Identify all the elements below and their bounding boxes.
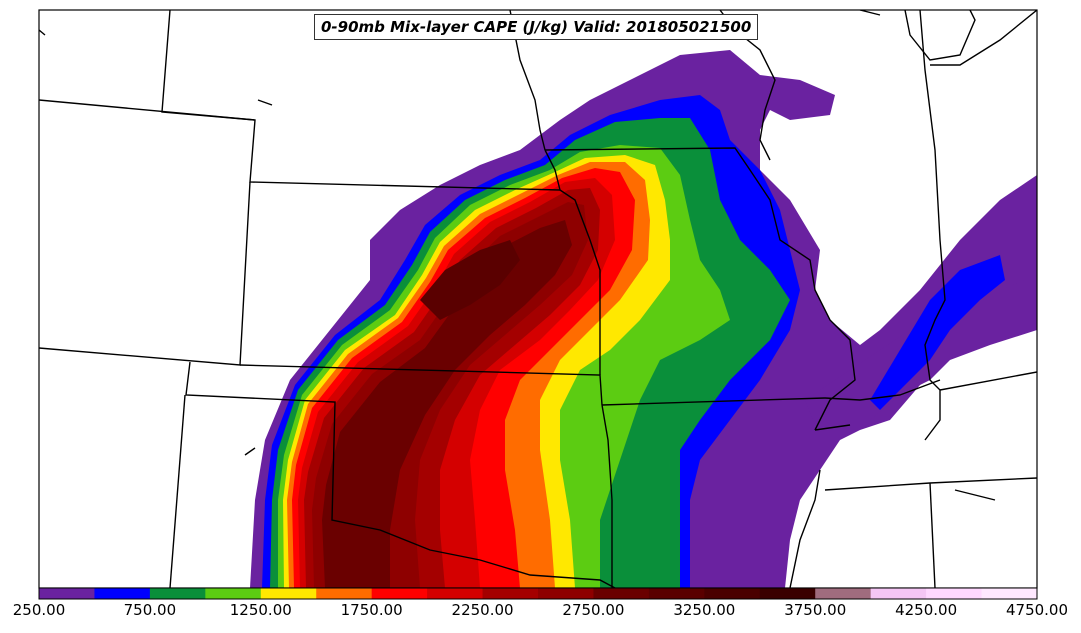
border-line (929, 482, 936, 588)
colorbar-tick-label: 250.00 (12, 601, 66, 619)
border-line (919, 10, 946, 441)
colorbar-tick-label: 3750.00 (784, 601, 847, 619)
border-line (824, 379, 941, 401)
border-line (185, 361, 616, 588)
colorbar-segment (593, 588, 650, 599)
border-line (930, 10, 1037, 66)
colorbar-segment (94, 588, 151, 599)
colorbar-segment (648, 588, 705, 599)
colorbar-tick-label: 4750.00 (1005, 601, 1069, 619)
colorbar-tick-label: 4250.00 (895, 601, 958, 619)
colorbar-segment (260, 588, 317, 599)
border-line (789, 469, 821, 588)
colorbar-tick-label: 3250.00 (673, 601, 736, 619)
border-line (939, 371, 1037, 391)
border-line (859, 10, 881, 16)
colorbar-segment (926, 588, 983, 599)
colorbar-segment (205, 588, 262, 599)
colorbar-segment (427, 588, 484, 599)
colorbar-segment (704, 588, 761, 599)
border-line (814, 424, 851, 431)
contour-500-east (870, 255, 1005, 410)
contour-2750 (322, 220, 572, 588)
colorbar (39, 588, 1038, 599)
colorbar-tick-label: 750.00 (123, 601, 177, 619)
colorbar-tick-label: 2250.00 (451, 601, 514, 619)
border-line (169, 394, 186, 588)
border-line (601, 404, 613, 588)
colorbar-tick-label: 1250.00 (229, 601, 292, 619)
colorbar-frame (38, 587, 1038, 600)
border-line (544, 147, 856, 431)
state-boundaries (39, 10, 1037, 588)
border-line (559, 189, 601, 375)
colorbar-segment (482, 588, 539, 599)
border-line (244, 447, 256, 456)
border-line (954, 489, 996, 501)
colorbar-tick-label: 1750.00 (340, 601, 403, 619)
colorbar-segment (39, 588, 95, 599)
cape-contours (250, 50, 1037, 588)
colorbar-segment (149, 588, 206, 599)
colorbar-segment (759, 588, 816, 599)
colorbar-segment (371, 588, 428, 599)
colorbar-segment (815, 588, 872, 599)
colorbar-segment (316, 588, 373, 599)
contour-3000 (420, 240, 520, 320)
colorbar-tick-label: 2750.00 (562, 601, 625, 619)
border-line (257, 99, 273, 106)
colorbar-segment (538, 588, 594, 599)
border-line (39, 29, 46, 36)
border-line (601, 397, 826, 406)
colorbar-segment (870, 588, 927, 599)
border-line (509, 10, 546, 151)
border-line (39, 99, 256, 121)
colorbar-segment (981, 588, 1038, 599)
border-line (904, 10, 976, 61)
border-line (544, 149, 561, 191)
map-title: 0-90mb Mix-layer CAPE (J/kg) Valid: 2018… (314, 14, 759, 40)
